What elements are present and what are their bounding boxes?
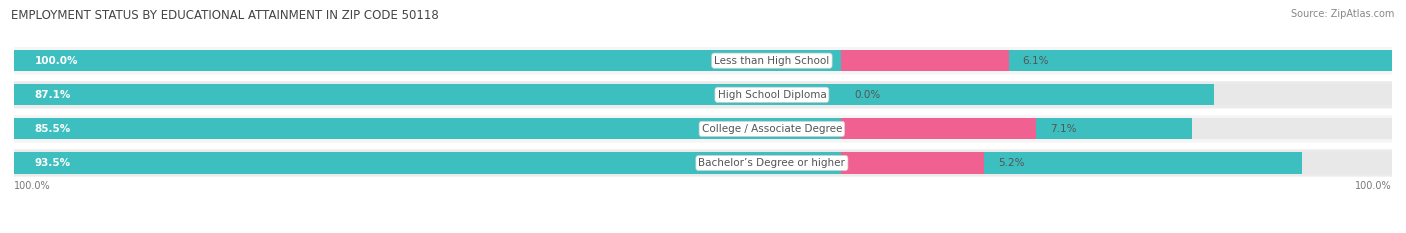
FancyBboxPatch shape <box>14 149 1392 177</box>
FancyBboxPatch shape <box>14 115 1392 143</box>
Bar <box>14 152 1302 174</box>
Text: 5.2%: 5.2% <box>998 158 1025 168</box>
Bar <box>841 50 1010 71</box>
Text: 100.0%: 100.0% <box>1355 181 1392 191</box>
Bar <box>14 118 1192 140</box>
Text: College / Associate Degree: College / Associate Degree <box>702 124 842 134</box>
Bar <box>14 50 1392 71</box>
Text: 0.0%: 0.0% <box>855 90 880 100</box>
Bar <box>841 152 984 174</box>
FancyBboxPatch shape <box>14 47 1392 74</box>
Text: Bachelor’s Degree or higher: Bachelor’s Degree or higher <box>699 158 845 168</box>
FancyBboxPatch shape <box>14 81 1392 108</box>
Bar <box>14 84 1215 105</box>
Bar <box>14 118 1392 140</box>
Text: 100.0%: 100.0% <box>35 56 79 66</box>
Text: Source: ZipAtlas.com: Source: ZipAtlas.com <box>1291 9 1395 19</box>
Text: 7.1%: 7.1% <box>1050 124 1077 134</box>
Text: 100.0%: 100.0% <box>14 181 51 191</box>
Text: Less than High School: Less than High School <box>714 56 830 66</box>
Bar <box>14 152 1392 174</box>
Text: High School Diploma: High School Diploma <box>717 90 827 100</box>
Text: 93.5%: 93.5% <box>35 158 70 168</box>
Bar <box>14 50 1392 71</box>
Bar <box>841 118 1036 140</box>
Text: 87.1%: 87.1% <box>35 90 72 100</box>
Bar <box>14 84 1392 105</box>
Text: EMPLOYMENT STATUS BY EDUCATIONAL ATTAINMENT IN ZIP CODE 50118: EMPLOYMENT STATUS BY EDUCATIONAL ATTAINM… <box>11 9 439 22</box>
Text: 85.5%: 85.5% <box>35 124 70 134</box>
Text: 6.1%: 6.1% <box>1022 56 1049 66</box>
